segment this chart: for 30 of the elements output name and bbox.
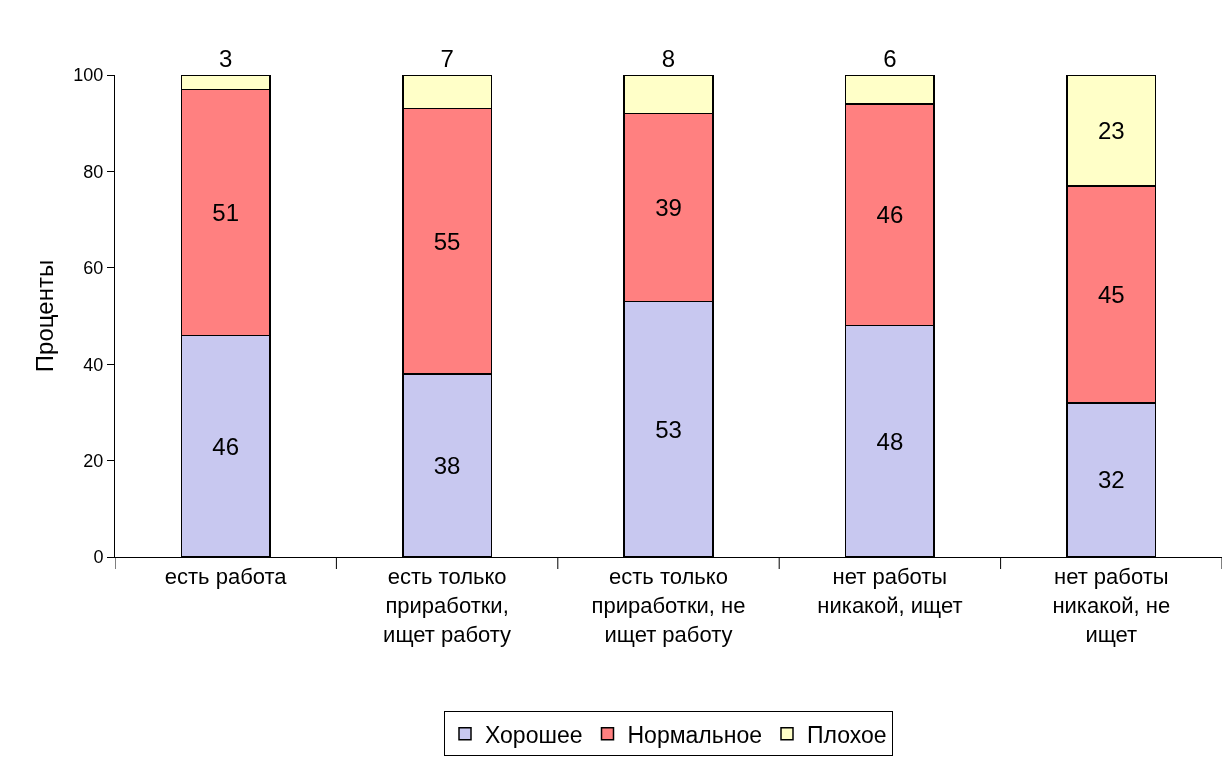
- y-tick-label: 20: [83, 450, 104, 471]
- y-tick-label: 80: [83, 161, 104, 182]
- data-label: 7: [440, 45, 454, 72]
- x-tick-label: нет работы никакой, ищет: [817, 564, 963, 618]
- data-label: 48: [876, 427, 904, 455]
- y-tick-label: 60: [83, 258, 104, 279]
- legend-label: Плохое: [807, 721, 887, 748]
- x-tick-label: нет работы никакой, не ищет: [1052, 564, 1171, 647]
- data-label: 3: [219, 45, 233, 72]
- data-label: 6: [883, 45, 897, 72]
- data-label: 46: [212, 432, 240, 460]
- data-label: 45: [1097, 280, 1125, 308]
- data-label: 46: [876, 201, 904, 229]
- data-label: 39: [655, 194, 682, 222]
- data-label: 23: [1097, 116, 1125, 144]
- legend-label: Нормальное: [627, 721, 762, 748]
- x-tick-label: есть работа: [164, 564, 288, 590]
- data-label: 32: [1097, 466, 1125, 494]
- y-tick-label: 100: [73, 65, 104, 86]
- data-label: 55: [433, 227, 461, 255]
- data-label: 53: [655, 415, 682, 443]
- x-tick-label: есть только приработки, не ищет работу: [591, 564, 746, 647]
- y-tick-label: 0: [93, 547, 104, 568]
- x-tick-label: есть только приработки, ищет работу: [383, 564, 512, 647]
- y-axis-title: Проценты: [31, 259, 59, 373]
- y-tick-label: 40: [83, 354, 104, 375]
- data-label: 38: [433, 451, 461, 479]
- data-label: 8: [661, 45, 676, 72]
- legend-label: Хорошее: [485, 721, 583, 748]
- data-label: 51: [212, 198, 240, 226]
